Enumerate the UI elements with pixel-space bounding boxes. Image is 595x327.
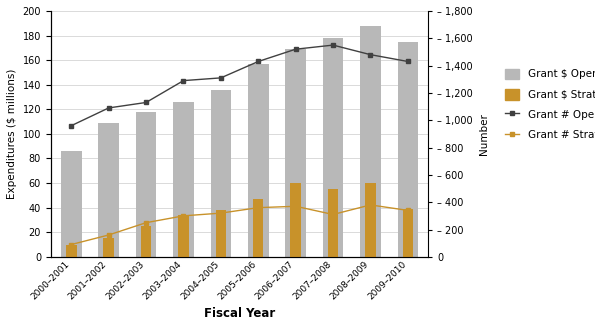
Bar (104, 238, 114, 257)
Bar (397, 42, 418, 257)
Y-axis label: Number: Number (479, 113, 488, 155)
Bar (365, 183, 375, 257)
Y-axis label: Expenditures ($ millions): Expenditures ($ millions) (7, 69, 17, 199)
Bar (322, 38, 343, 257)
Bar (98, 123, 119, 257)
Bar (211, 90, 231, 257)
Bar (286, 49, 306, 257)
Bar (328, 189, 339, 257)
Bar (178, 215, 189, 257)
Bar (253, 199, 264, 257)
Bar (290, 183, 301, 257)
Bar (66, 245, 77, 257)
X-axis label: Fiscal Year: Fiscal Year (204, 307, 275, 320)
Bar (61, 151, 82, 257)
Bar (141, 226, 151, 257)
Bar (248, 64, 268, 257)
Bar (360, 26, 381, 257)
Bar (215, 210, 226, 257)
Legend: Grant $ Open, Grant $ Strategic, Grant # Open, Grant # Strategic: Grant $ Open, Grant $ Strategic, Grant #… (502, 65, 595, 143)
Bar (403, 209, 413, 257)
Bar (173, 102, 194, 257)
Bar (136, 112, 156, 257)
